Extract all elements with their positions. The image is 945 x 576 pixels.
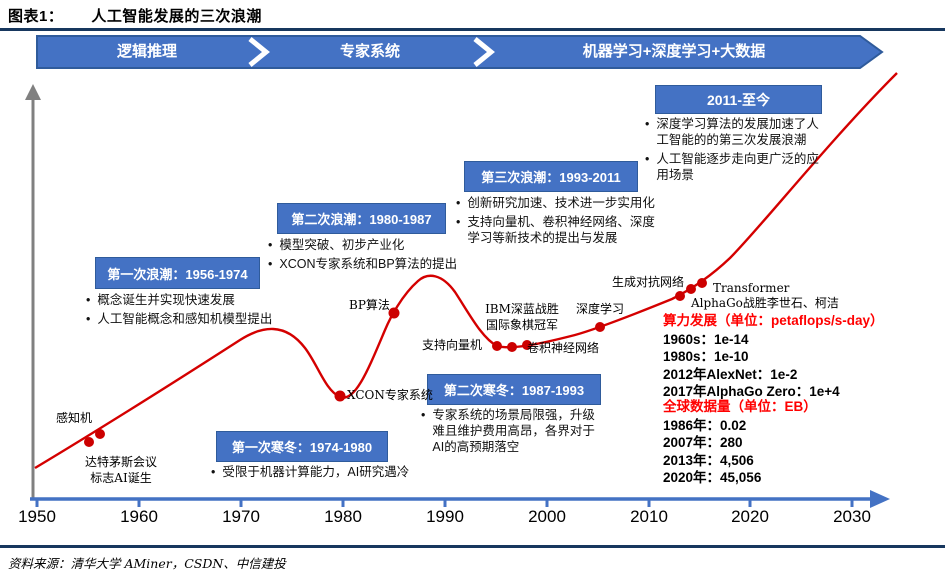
bullet-icon: • <box>456 196 461 210</box>
compute-stat-line: 2012年AlexNet：1e-2 <box>663 366 798 382</box>
x-tick-1970: 1970 <box>222 507 260 526</box>
wave2-bullet-1: 模型突破、初步产业化 <box>279 238 405 252</box>
x-tick-2030: 2030 <box>833 507 871 526</box>
banner-segment-logic: 逻辑推理 <box>116 43 177 60</box>
wave3-bullet-2: 支持向量机、卷积神经网络、深度 学习等新技术的提出与发展 <box>467 215 655 245</box>
wave3-title-box: 第三次浪潮：1993-2011 <box>464 161 638 192</box>
x-tick-1950: 1950 <box>18 507 56 526</box>
source-note: 资料来源：清华大学 AMiner，CSDN、中信建投 <box>8 556 286 571</box>
bullet-icon: • <box>86 293 91 307</box>
compute-stats-title: 算力发展（单位：petaflops/s-day） <box>663 313 884 328</box>
x-axis-arrow-icon <box>870 490 890 508</box>
label-deep-blue: IBM深蓝战胜 国际象棋冠军 <box>485 302 559 332</box>
winter1-bullets: • 受限于机器计算能力，AI研究遇冷 <box>211 464 511 483</box>
wave3-bullets: • 创新研究加速、技术进一步实用化 • 支持向量机、卷积神经网络、深度 学习等新… <box>456 195 711 249</box>
wave1-bullets: • 概念诞生并实现快速发展 • 人工智能概念和感知机模型提出 <box>86 292 341 330</box>
data-volume-line: 2020年：45,056 <box>663 470 762 486</box>
compute-stat-line: 2017年AlphaGo Zero：1e+4 <box>663 384 840 400</box>
winter2-bullets: • 专家系统的场景局限强，升级 难且维护费用高昂，各界对于 AI的高预期落空 <box>421 407 671 458</box>
bullet-icon: • <box>456 215 461 229</box>
compute-stat-line: 1980s：1e-10 <box>663 349 749 365</box>
wave4-bullet-2: 人工智能逐步走向更广泛的应 用场景 <box>656 152 819 182</box>
wave4-title-box: 2011-至今 <box>655 85 822 114</box>
wave2-bullets: • 模型突破、初步产业化 • XCON专家系统和BP算法的提出 <box>268 237 533 275</box>
winter2-title-box: 第二次寒冬：1987-1993 <box>427 374 601 405</box>
wave1-title-box: 第一次浪潮：1956-1974 <box>95 257 260 289</box>
banner-segment-ml: 机器学习+深度学习+大数据 <box>582 43 766 60</box>
label-transformer: Transformer <box>713 281 790 295</box>
page-title: 人工智能发展的三次浪潮 <box>91 8 262 25</box>
wave3-bullet-1: 创新研究加速、技术进一步实用化 <box>467 196 655 210</box>
bullet-icon: • <box>86 312 91 326</box>
winter1-bullet-1: 受限于机器计算能力，AI研究遇冷 <box>222 465 410 479</box>
x-tick-1960: 1960 <box>120 507 158 526</box>
winter1-title-box: 第一次寒冬：1974-1980 <box>216 431 388 462</box>
x-tick-1990: 1990 <box>426 507 464 526</box>
label-gan: 生成对抗网络 <box>612 275 685 289</box>
x-tick-1980: 1980 <box>324 507 362 526</box>
banner-chevron-icon <box>473 37 495 67</box>
label-perceptron: 感知机 <box>56 411 93 425</box>
x-tick-2010: 2010 <box>630 507 668 526</box>
wave2-bullet-2: XCON专家系统和BP算法的提出 <box>279 257 458 271</box>
figure-number: 图表1： <box>8 8 64 25</box>
top-rule <box>0 28 945 31</box>
label-xcon: XCON专家系统 <box>347 388 433 402</box>
data-volume-line: 2013年：4,506 <box>663 452 754 468</box>
compute-stats: 算力发展（单位：petaflops/s-day） 1960s：1e-14 198… <box>663 312 943 401</box>
label-deep-learning: 深度学习 <box>576 302 625 316</box>
banner-chevron-icon <box>248 37 270 67</box>
bullet-icon: • <box>268 238 273 252</box>
banner-segment-expert: 专家系统 <box>339 43 400 60</box>
wave1-bullet-1: 概念诞生并实现快速发展 <box>97 293 235 307</box>
data-volume-stats: 全球数据量（单位：EB） 1986年：0.02 2007年：280 2013年：… <box>663 398 943 487</box>
compute-stat-line: 1960s：1e-14 <box>663 331 749 347</box>
x-tick-2000: 2000 <box>528 507 566 526</box>
bullet-icon: • <box>645 152 650 166</box>
winter2-bullet-1: 专家系统的场景局限强，升级 难且维护费用高昂，各界对于 AI的高预期落空 <box>432 408 595 454</box>
data-volume-line: 1986年：0.02 <box>663 417 747 433</box>
label-dartmouth: 达特茅斯会议 标志AI诞生 <box>84 455 157 485</box>
x-axis-ticks <box>35 499 854 507</box>
wave1-bullet-2: 人工智能概念和感知机模型提出 <box>97 312 273 326</box>
data-volume-title: 全球数据量（单位：EB） <box>663 399 817 414</box>
bottom-rule <box>0 545 945 548</box>
label-bp-algorithm: BP算法 <box>349 298 390 312</box>
bullet-icon: • <box>268 257 273 271</box>
label-cnn: 卷积神经网络 <box>527 341 600 355</box>
bullet-icon: • <box>645 117 650 131</box>
figure-header: 图表1： 人工智能发展的三次浪潮 <box>8 5 262 26</box>
data-volume-line: 2007年：280 <box>663 435 743 451</box>
bullet-icon: • <box>211 465 216 479</box>
x-tick-2020: 2020 <box>731 507 769 526</box>
label-alphago: AlphaGo战胜李世石、柯洁 <box>691 296 839 310</box>
wave4-bullet-1: 深度学习算法的发展加速了人 工智能的的第三次发展浪潮 <box>656 117 819 147</box>
bullet-icon: • <box>421 408 426 422</box>
y-axis-arrow-icon <box>25 84 41 100</box>
label-svm: 支持向量机 <box>422 338 483 352</box>
wave4-bullets: • 深度学习算法的发展加速了人 工智能的的第三次发展浪潮 • 人工智能逐步走向更… <box>645 116 860 186</box>
wave2-title-box: 第二次浪潮：1980-1987 <box>277 203 446 234</box>
